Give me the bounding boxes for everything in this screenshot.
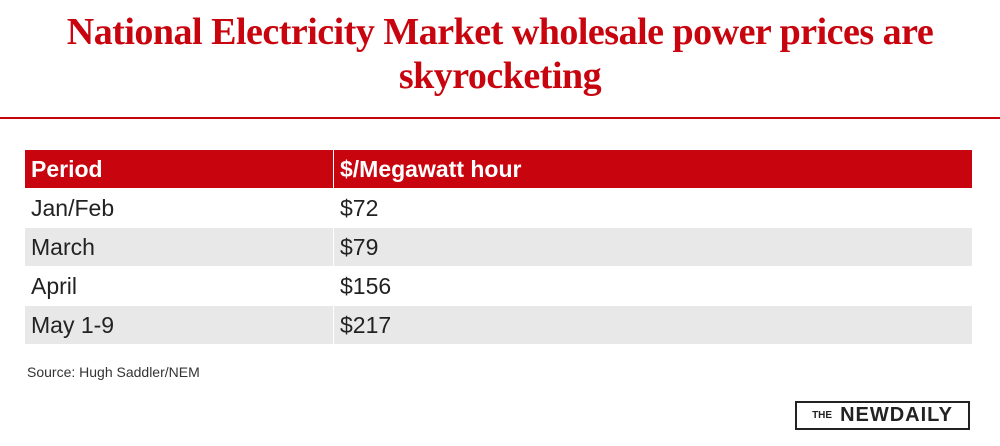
divider: [0, 117, 1000, 119]
table-cell: March: [25, 228, 334, 266]
table-cell: Jan/Feb: [25, 189, 334, 227]
header-row: Period $/Megawatt hour: [25, 150, 972, 188]
header-cell: Period: [25, 150, 334, 188]
table-row: Jan/Feb $72: [25, 189, 972, 227]
logo-prefix: THE: [812, 410, 833, 421]
logo-name: NEWDAILY: [840, 404, 953, 426]
table-cell: $72: [340, 194, 379, 221]
logo: THE NEWDAILY: [795, 401, 970, 430]
table: Period $/Megawatt hour Jan/Feb $72 March $79 A…: [25, 150, 972, 345]
table-cell: $156: [340, 272, 392, 299]
header-cell: $/Megawatt hour: [340, 155, 522, 182]
title: National Electricity Market wholesale po…: [66, 11, 934, 97]
table-cell: $79: [340, 233, 379, 260]
table-cell: April: [25, 267, 334, 305]
source: Source: Hugh Saddler/NEM: [27, 364, 200, 380]
table-row: March $79: [25, 228, 972, 266]
table-cell: May 1-9: [25, 306, 334, 344]
table-cell: $217: [340, 311, 392, 338]
table-row: May 1-9 $217: [25, 306, 972, 344]
table-row: April $156: [25, 267, 972, 305]
